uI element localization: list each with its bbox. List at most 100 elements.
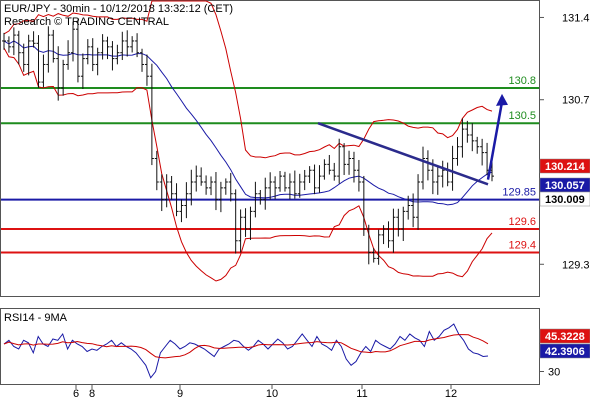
price-bar [366, 224, 371, 265]
price-bar [351, 151, 356, 183]
price-bar [386, 221, 391, 248]
bollinger-lower [3, 47, 493, 282]
svg-text:130.057: 130.057 [545, 180, 585, 192]
price-bar [228, 172, 233, 202]
price-bar [11, 27, 16, 56]
price-bar [465, 120, 470, 143]
price-bar [209, 176, 214, 196]
price-bar [455, 137, 460, 166]
price-bar [71, 21, 76, 62]
price-bar [347, 150, 352, 175]
price-bar [120, 31, 125, 61]
price-bar [263, 177, 268, 210]
ma-line [3, 40, 493, 206]
price-bar [396, 208, 401, 237]
price-bar [361, 175, 366, 236]
svg-text:130.214: 130.214 [545, 161, 586, 173]
price-bar [381, 225, 386, 245]
trendline [317, 122, 489, 186]
price-bar [450, 145, 455, 191]
price-bar [164, 174, 169, 208]
badge-upper-band: 130.214 [539, 158, 590, 174]
price-bar [401, 206, 406, 241]
price-bar [135, 33, 140, 58]
moving-average [3, 40, 493, 206]
price-bar [26, 34, 31, 76]
price-bar [371, 248, 376, 263]
x-tick-label: 9 [177, 388, 183, 400]
svg-text:130.009: 130.009 [545, 194, 585, 206]
price-bar [110, 41, 115, 71]
price-bar [140, 48, 145, 72]
bollinger-bands [3, 0, 493, 282]
price-bar [169, 175, 174, 200]
price-bar [411, 193, 416, 228]
price-bar [312, 164, 317, 195]
price-bar [95, 47, 100, 76]
y-tick-label: 131.4 [562, 12, 590, 24]
price-bar [61, 59, 66, 96]
price-bar [435, 167, 440, 195]
badge-ma-value: 130.009 [539, 191, 590, 207]
price-bar [174, 183, 179, 217]
price-bar [258, 189, 263, 205]
price-bar [189, 169, 194, 206]
chart-credit: Research © TRADING CENTRAL [4, 16, 169, 28]
projection-arrowhead [496, 93, 508, 106]
price-bar [406, 195, 411, 220]
price-bar [356, 159, 361, 192]
price-bar [287, 173, 292, 200]
svg-text:45.3228: 45.3228 [545, 331, 585, 343]
price-bar [80, 53, 85, 90]
price-bar [85, 39, 90, 65]
level-label-support-2: 129.4 [508, 240, 536, 252]
badge-rsi-ma-value: 45.3228 [539, 328, 590, 344]
price-bar [243, 208, 248, 237]
price-bar [420, 146, 425, 190]
price-bar [332, 162, 337, 181]
price-bar [130, 36, 135, 53]
price-bar [2, 32, 6, 50]
price-bar [154, 150, 159, 191]
price-bar [292, 170, 297, 199]
level-label-support-1: 129.6 [508, 216, 536, 228]
level-label-pivot: 129.85 [502, 187, 536, 199]
rsi-ma-line [3, 334, 489, 359]
price-bar [391, 208, 396, 253]
price-bar [440, 160, 445, 188]
price-bar [75, 19, 80, 83]
projection-arrow-shaft [486, 101, 504, 180]
price-bar [6, 36, 11, 53]
price-bar [194, 165, 199, 192]
price-bar [278, 171, 283, 192]
price-bar [238, 209, 243, 253]
price-bars [2, 19, 494, 265]
price-bar [268, 172, 273, 200]
price-bar [51, 29, 56, 63]
rsi-panel-title: RSI14 - 9MA [4, 312, 68, 324]
rsi-tick-label: 30 [548, 367, 560, 379]
rsi-line [3, 323, 489, 379]
axes: 131.4 130.7 129.3 6 8 9 10 11 12 30 [73, 12, 590, 400]
price-bar [416, 174, 421, 230]
price-bar [41, 54, 46, 88]
horizontal-levels: 130.8 130.5 129.85 129.6 129.4 [1, 75, 539, 254]
badge-last-price: 130.057 [539, 177, 590, 193]
price-bar [376, 229, 381, 265]
price-bar [248, 206, 253, 240]
price-bar [322, 159, 327, 180]
x-tick-label: 11 [356, 388, 367, 400]
level-label-resistance-1: 130.5 [508, 110, 536, 122]
price-bar [204, 175, 209, 195]
price-bar [16, 30, 21, 65]
x-tick-label: 6 [73, 388, 79, 400]
price-bar [184, 182, 189, 219]
price-bar [125, 30, 130, 57]
price-bar [36, 35, 41, 88]
price-bar [199, 167, 204, 186]
rsi-plot-frame [0, 308, 540, 385]
price-bar [302, 169, 307, 191]
price-bar [445, 162, 450, 187]
price-bar [100, 34, 105, 60]
bollinger-upper [3, 0, 493, 159]
